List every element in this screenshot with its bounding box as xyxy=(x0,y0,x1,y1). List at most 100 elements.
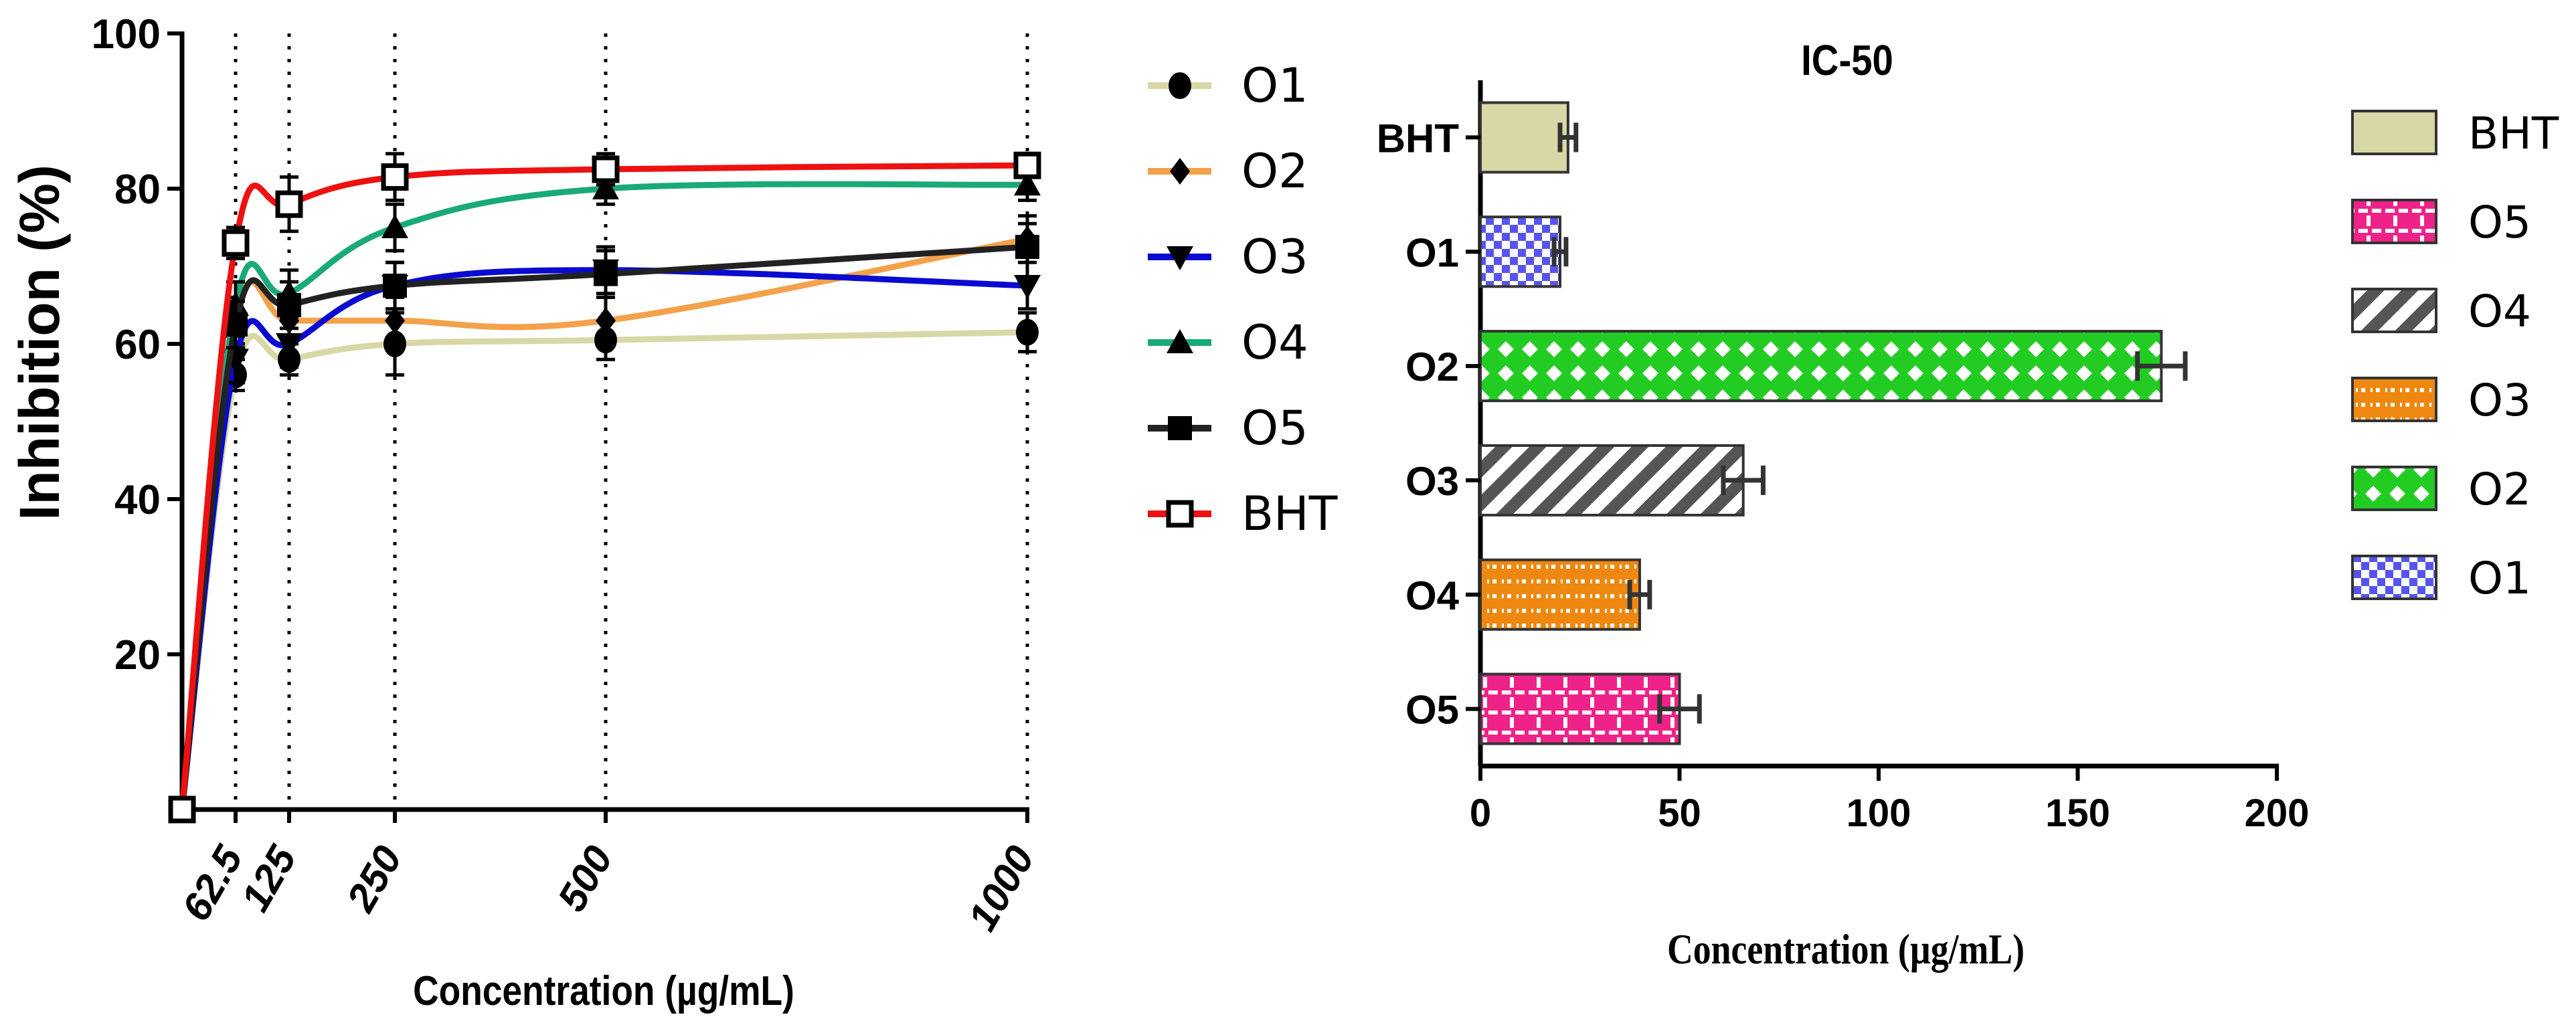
line-chart-y-ticks: 20 40 60 80 100 xyxy=(92,11,182,678)
data-point-marker xyxy=(596,307,616,335)
line-chart-y-axis-label: Inhibition (%) xyxy=(8,165,71,521)
legend-swatch xyxy=(2351,377,2437,422)
legend-swatch xyxy=(2351,199,2437,244)
category-label: O5 xyxy=(1405,688,1459,733)
data-point-marker xyxy=(381,214,408,238)
data-point-marker xyxy=(1170,158,1190,185)
x-tick-label: 125 xyxy=(232,838,305,919)
category-label: BHT xyxy=(1377,116,1459,161)
y-tick-label: 100 xyxy=(92,11,161,58)
line-chart-series xyxy=(168,151,1041,824)
x-tick-label: 150 xyxy=(2045,791,2110,835)
series-bht xyxy=(168,151,1041,824)
legend-item-o4: O4 xyxy=(2351,286,2531,337)
bar-rect xyxy=(1479,672,1681,745)
x-tick-label: 100 xyxy=(1847,791,1911,835)
y-tick-label: 40 xyxy=(114,477,161,523)
x-tick-label: 50 xyxy=(1658,791,1701,835)
category-label: O1 xyxy=(1405,230,1459,275)
x-tick-label: 1000 xyxy=(959,838,1043,938)
legend-item-o5: O5 xyxy=(2351,197,2531,248)
legend-item-o5: O5 xyxy=(1148,401,1308,456)
data-point-marker xyxy=(1015,235,1039,259)
bar-chart-x-axis-label: Concentration (µg/mL) xyxy=(1667,925,2025,973)
data-point-marker xyxy=(1016,318,1039,346)
series-o5 xyxy=(170,214,1039,822)
legend-label: O5 xyxy=(2468,197,2531,248)
legend-item-bht: BHT xyxy=(2351,108,2559,159)
data-point-marker xyxy=(592,155,620,183)
legend-item-o1: O1 xyxy=(2351,553,2531,604)
bar-chart-category-labels: BHT O1 O2 O3 O4 O5 xyxy=(1377,116,1480,733)
bar-o2 xyxy=(1479,330,2188,403)
bar-o3 xyxy=(1479,444,1766,516)
legend-swatch xyxy=(2351,288,2437,333)
y-tick-label: 60 xyxy=(114,322,161,368)
legend-swatch xyxy=(2351,555,2437,600)
bar-rect xyxy=(1479,330,2163,403)
data-point-marker xyxy=(276,333,303,357)
legend-label: BHT xyxy=(2468,108,2559,159)
bar-o1 xyxy=(1479,215,1569,288)
category-label: O4 xyxy=(1405,573,1460,618)
x-tick-label: 250 xyxy=(338,838,411,919)
line-chart-legend: O1 O2 O3 O4 O5 BHT xyxy=(1148,58,1338,541)
legend-label: BHT xyxy=(1241,486,1338,541)
data-point-marker xyxy=(1014,275,1041,299)
legend-label: O3 xyxy=(2468,375,2531,426)
data-point-marker xyxy=(383,274,407,298)
y-tick-label: 20 xyxy=(114,632,161,678)
bar-chart-x-ticks: 0 50 100 150 200 xyxy=(1470,766,2310,835)
legend-label: O4 xyxy=(1241,315,1308,370)
data-point-marker xyxy=(1166,500,1194,528)
bar-rect xyxy=(1479,101,1569,174)
bar-rect xyxy=(1479,215,1561,288)
bar-chart: IC-50 BHT O1 O2 O3 O4 O5 0 50 100 150 200 Concent… xyxy=(1377,36,2559,973)
x-tick-label: 0 xyxy=(1470,791,1491,835)
data-point-marker xyxy=(222,229,250,257)
legend-label: O2 xyxy=(2468,464,2531,515)
data-point-marker xyxy=(385,307,405,335)
legend-item-o4: O4 xyxy=(1148,315,1308,370)
legend-item-o1: O1 xyxy=(1148,58,1308,113)
bar-chart-legend: BHT O5 O4 O3 O2 O1 xyxy=(2351,108,2559,604)
bar-chart-title: IC-50 xyxy=(1801,36,1893,84)
series-line xyxy=(179,244,1028,810)
legend-item-o3: O3 xyxy=(1148,229,1308,284)
legend-label: O3 xyxy=(1241,229,1308,284)
data-point-marker xyxy=(1168,416,1192,440)
data-point-marker xyxy=(1167,329,1193,353)
data-point-marker xyxy=(277,293,301,317)
x-tick-label: 200 xyxy=(2245,791,2310,835)
y-tick-label: 80 xyxy=(114,167,161,213)
legend-item-o2: O2 xyxy=(1148,144,1308,199)
bar-bht xyxy=(1479,101,1579,174)
data-point-marker xyxy=(1167,246,1193,270)
legend-item-bht: BHT xyxy=(1148,486,1338,541)
bar-rect xyxy=(1479,444,1745,516)
data-point-marker xyxy=(381,163,409,191)
category-label: O3 xyxy=(1405,459,1459,504)
bar-rect xyxy=(1479,558,1641,631)
bar-o4 xyxy=(1479,558,1652,631)
bar-o5 xyxy=(1479,672,1702,745)
data-point-marker xyxy=(1013,151,1041,179)
data-point-marker xyxy=(1169,72,1191,99)
data-point-marker xyxy=(1014,171,1041,196)
data-point-marker xyxy=(592,175,619,199)
legend-label: O1 xyxy=(1241,58,1308,113)
series-line xyxy=(179,162,1028,810)
legend-label: O4 xyxy=(2468,286,2531,337)
legend-swatch xyxy=(2351,466,2437,511)
category-label: O2 xyxy=(1405,345,1459,389)
line-chart-grid xyxy=(234,33,1029,810)
data-point-marker xyxy=(594,262,618,286)
legend-label: O5 xyxy=(1241,401,1308,456)
line-chart-x-axis-label: Concentration (µg/mL) xyxy=(413,968,794,1014)
bar-chart-bars xyxy=(1479,101,2188,745)
bar-chart-axes xyxy=(1478,80,2279,769)
legend-swatch xyxy=(2351,110,2437,155)
